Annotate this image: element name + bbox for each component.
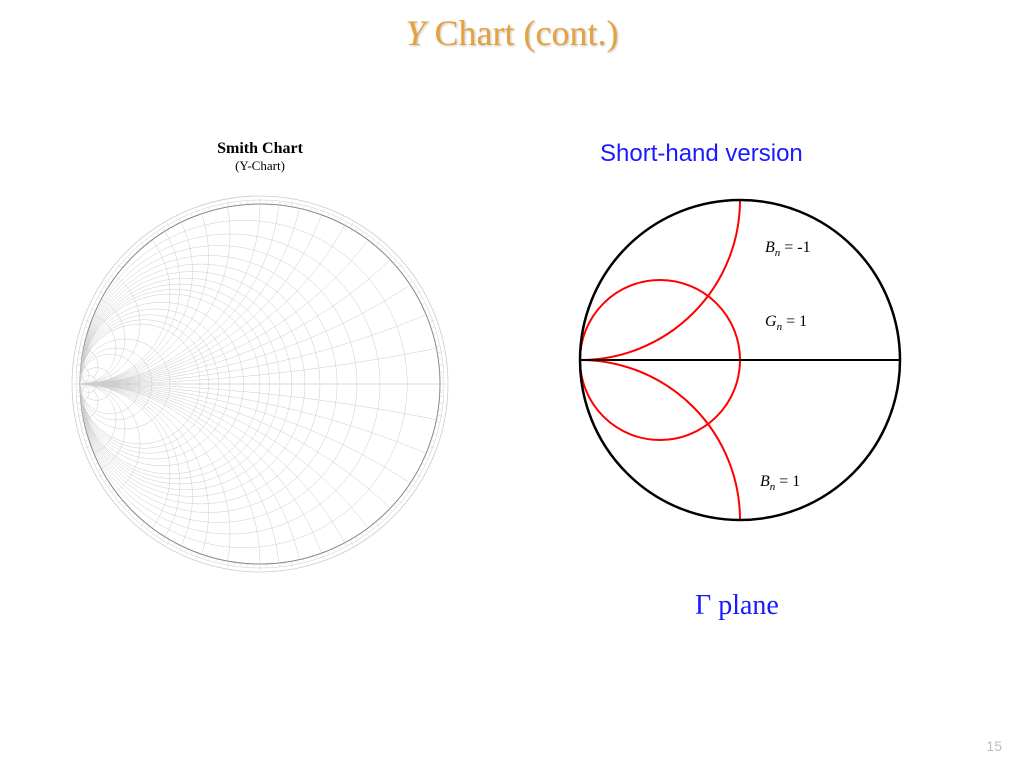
smith-chart-svg xyxy=(70,174,450,594)
smith-chart-subtitle: (Y-Chart) xyxy=(70,158,450,174)
gamma-plane-label: Γ plane xyxy=(695,590,779,622)
shorthand-heading: Short-hand version xyxy=(600,140,803,168)
slide-title-italic: Y xyxy=(406,13,426,53)
slide-title-rest: Chart (cont.) xyxy=(426,13,619,53)
page-number: 15 xyxy=(986,738,1002,754)
shorthand-svg xyxy=(560,180,920,540)
shorthand-diagram xyxy=(560,180,920,540)
smith-chart-title: Smith Chart xyxy=(70,140,450,158)
slide-title: Y Chart (cont.) xyxy=(0,12,1024,54)
left-smith-chart-figure: Smith Chart (Y-Chart) xyxy=(70,140,450,599)
label-bn-neg1: Bn = -1 xyxy=(765,239,811,259)
label-bn-pos1: Bn = 1 xyxy=(760,473,800,493)
label-gn-1: Gn = 1 xyxy=(765,313,807,333)
